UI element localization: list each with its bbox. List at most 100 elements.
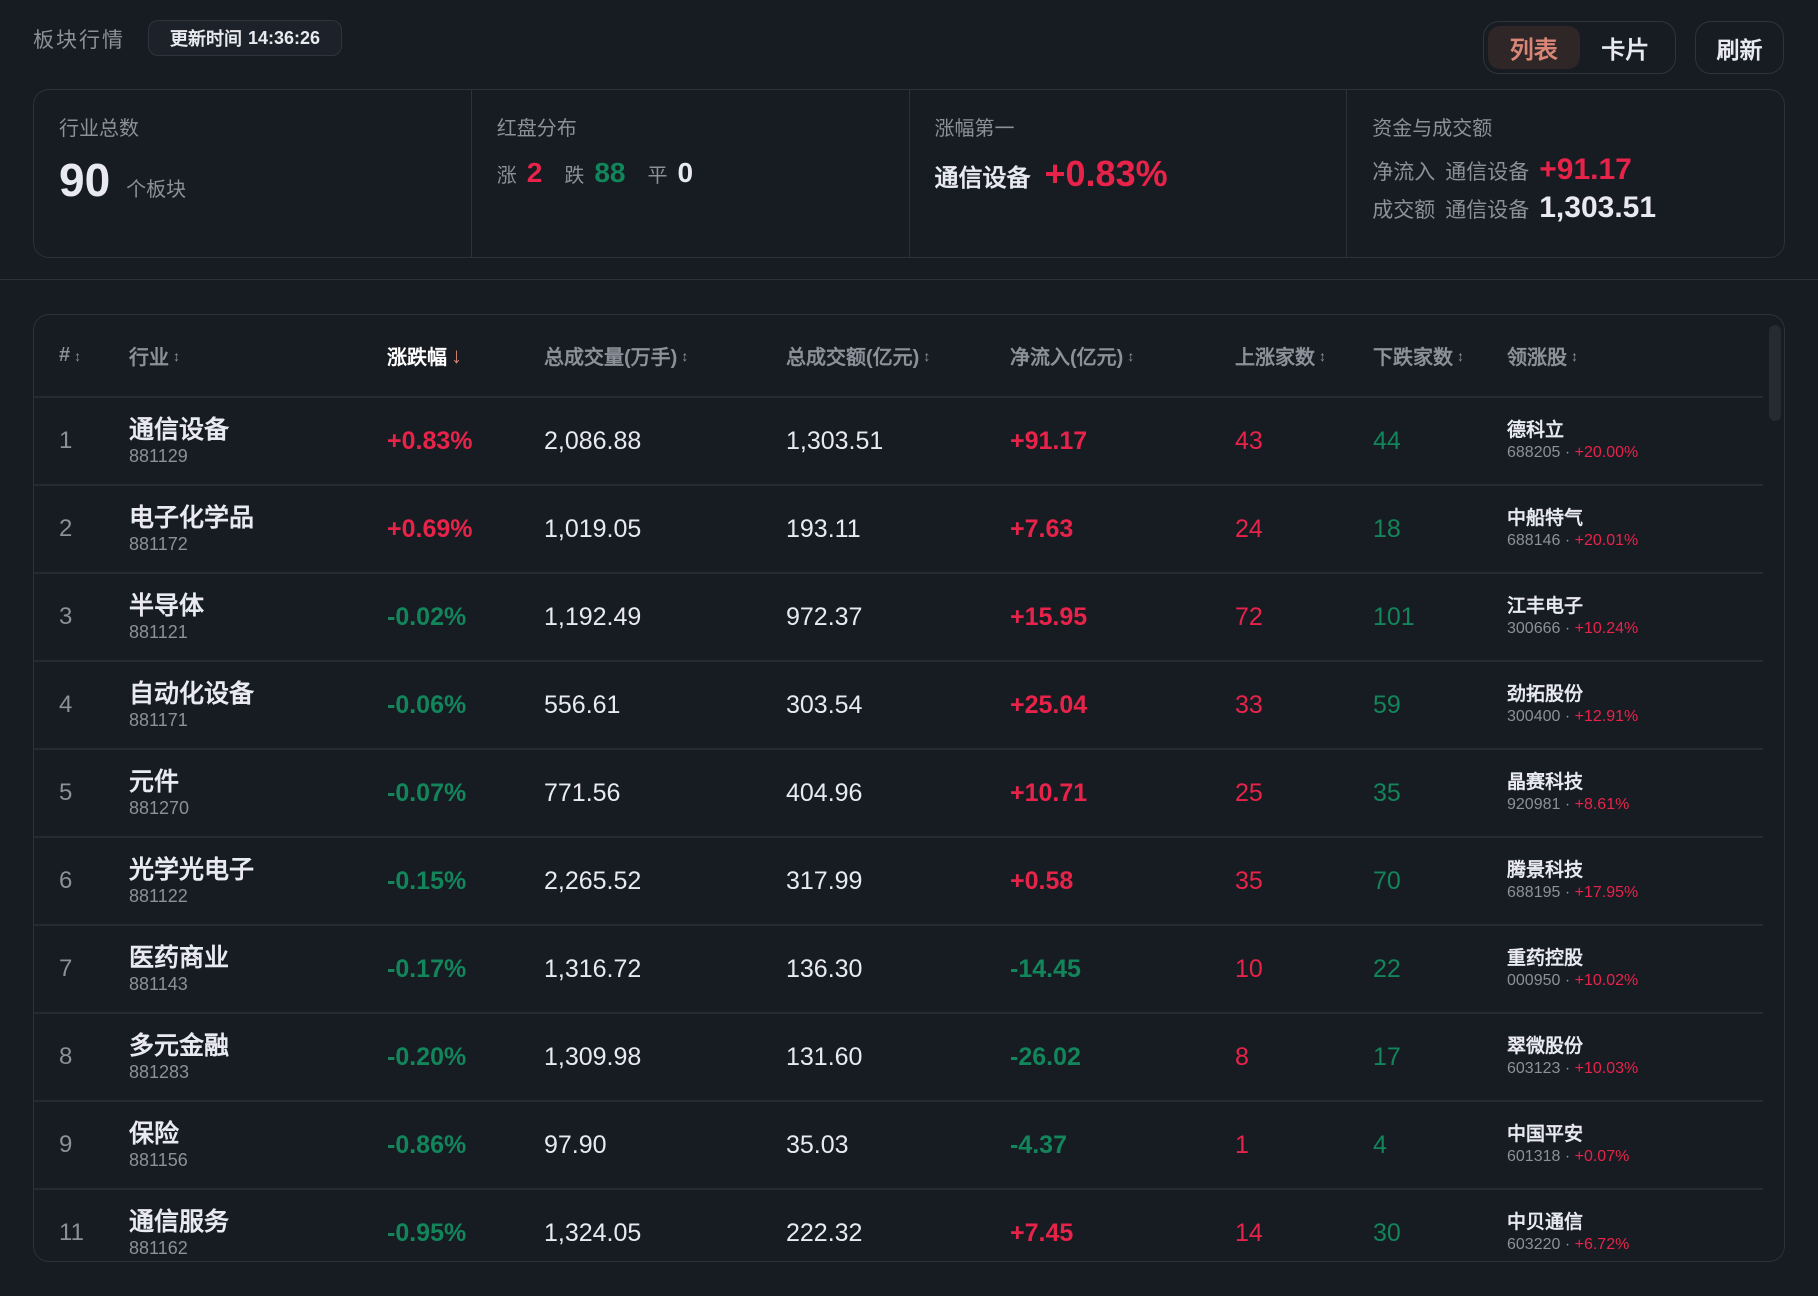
leader-name[interactable]: 中国平安: [1507, 1124, 1584, 1145]
col-down-header[interactable]: 下跌家数 ↕: [1373, 315, 1464, 396]
table-row[interactable]: 7 医药商业 881143 -0.17% 1,316.72 136.30 -14.…: [34, 926, 1763, 1014]
view-list-button[interactable]: 列表: [1488, 26, 1580, 69]
down-count: 88: [594, 157, 626, 188]
table-row[interactable]: 5 元件 881270 -0.07% 771.56 404.96 +10.71 2…: [34, 750, 1763, 838]
view-toggle: 列表 卡片: [1483, 21, 1676, 74]
table-row[interactable]: 1 通信设备 881129 +0.83% 2,086.88 1,303.51 +9…: [34, 398, 1763, 486]
up-count: 14: [1235, 1218, 1263, 1247]
industry-code: 881283: [129, 1062, 190, 1082]
table-row[interactable]: 6 光学光电子 881122 -0.15% 2,265.52 317.99 +0.…: [34, 838, 1763, 926]
down-count: 17: [1373, 1042, 1401, 1071]
leader-code: 300666: [1507, 620, 1561, 637]
refresh-button[interactable]: 刷新: [1695, 21, 1784, 74]
volume: 2,265.52: [544, 866, 642, 895]
rank: 6: [59, 867, 73, 894]
amount: 131.60: [786, 1042, 863, 1071]
rank: 4: [59, 691, 73, 718]
table-row[interactable]: 9 保险 881156 -0.86% 97.90 35.03 -4.37 1 4 …: [34, 1102, 1763, 1190]
industry-code: 881122: [129, 886, 188, 906]
industry-code: 881129: [129, 446, 188, 466]
view-card-button[interactable]: 卡片: [1601, 37, 1650, 64]
industry-code: 881162: [129, 1238, 188, 1258]
table-row[interactable]: 11 通信服务 881162 -0.95% 1,324.05 222.32 +7.…: [34, 1190, 1763, 1261]
table-row[interactable]: 3 半导体 881121 -0.02% 1,192.49 972.37 +15.9…: [34, 574, 1763, 662]
volume: 1,192.49: [544, 602, 642, 631]
change: -0.07%: [387, 778, 467, 807]
leader-name[interactable]: 晶赛科技: [1507, 772, 1584, 793]
amount: 303.54: [786, 690, 863, 719]
col-volume-header[interactable]: 总成交量(万手) ↕: [544, 315, 688, 396]
summary-total: 行业总数 90 个板块: [34, 90, 472, 257]
down-count: 22: [1373, 954, 1401, 983]
industry-name: 光学光电子: [129, 856, 255, 884]
header-label: #: [59, 344, 71, 366]
col-up-header[interactable]: 上涨家数 ↕: [1235, 315, 1326, 396]
industry-name: 电子化学品: [129, 504, 255, 532]
leader-change: +17.95%: [1574, 884, 1639, 901]
flat-count: 0: [677, 157, 694, 188]
top-gainer-name: 通信设备: [934, 165, 1031, 192]
industry-code: 881156: [129, 1150, 188, 1170]
scrollbar[interactable]: [1769, 325, 1781, 421]
up-count: 72: [1235, 602, 1263, 631]
amount-label: 成交额: [1372, 199, 1436, 222]
leader-name[interactable]: 中船特气: [1507, 508, 1584, 529]
rank: 1: [59, 427, 73, 454]
volume: 771.56: [544, 778, 621, 807]
table-row[interactable]: 2 电子化学品 881172 +0.69% 1,019.05 193.11 +7.…: [34, 486, 1763, 574]
col-leader-header[interactable]: 领涨股 ↕: [1507, 315, 1578, 396]
leader-name[interactable]: 德科立: [1507, 420, 1565, 441]
volume: 1,019.05: [544, 514, 642, 543]
col-amount-header[interactable]: 总成交额(亿元) ↕: [786, 315, 930, 396]
summary-card: 行业总数 90 个板块 红盘分布 涨 2 跌 88 平 0 涨幅第一 通信设备 +…: [33, 89, 1785, 258]
leader-change: +20.01%: [1574, 532, 1639, 549]
table-header: # ↕ 行业 ↕ 涨跌幅 ↓ 总成交量(万手) ↕ 总成交额(亿元) ↕ 净流入(亿元) ↕ 上涨家数 ↕…: [34, 315, 1763, 398]
up-label: 涨: [496, 165, 517, 187]
total-label: 行业总数: [59, 118, 139, 140]
industry-name: 元件: [129, 768, 180, 796]
funds-label: 资金与成交额: [1372, 118, 1493, 140]
leader-name[interactable]: 劲拓股份: [1507, 684, 1584, 705]
leader-code: 688146: [1507, 532, 1561, 549]
down-count: 44: [1373, 426, 1401, 455]
amount: 317.99: [786, 866, 863, 895]
col-inflow-header[interactable]: 净流入(亿元) ↕: [1010, 315, 1134, 396]
leader-name[interactable]: 江丰电子: [1507, 596, 1584, 617]
col-industry-header[interactable]: 行业 ↕: [129, 315, 180, 396]
col-rank-header[interactable]: # ↕: [59, 315, 81, 396]
change: -0.95%: [387, 1218, 467, 1247]
industry-name: 通信设备: [129, 416, 230, 444]
col-change-header[interactable]: 涨跌幅 ↓: [387, 315, 462, 396]
sort-icon: ↕: [1571, 347, 1578, 364]
up-count: 33: [1235, 690, 1263, 719]
inflow-label: 净流入: [1372, 161, 1436, 184]
up-count: 35: [1235, 866, 1263, 895]
volume: 1,309.98: [544, 1042, 642, 1071]
update-time: 14:36:26: [247, 27, 321, 48]
leader-change: +10.03%: [1574, 1060, 1639, 1077]
inflow: -26.02: [1010, 1042, 1081, 1071]
table-row[interactable]: 4 自动化设备 881171 -0.06% 556.61 303.54 +25.0…: [34, 662, 1763, 750]
leader-name[interactable]: 重药控股: [1507, 948, 1584, 969]
rank: 5: [59, 779, 73, 806]
industry-name: 多元金融: [129, 1032, 230, 1060]
amount-value: 1,303.51: [1539, 191, 1657, 224]
header-label: 总成交量(万手): [544, 347, 678, 369]
down-count: 101: [1373, 602, 1415, 631]
leader-name[interactable]: 腾景科技: [1507, 860, 1584, 881]
industry-name: 保险: [129, 1120, 180, 1148]
rank: 3: [59, 603, 73, 630]
rank: 7: [59, 955, 73, 982]
change: +0.83%: [387, 426, 473, 455]
header-label: 涨跌幅: [387, 347, 447, 369]
leader-name[interactable]: 翠微股份: [1507, 1036, 1584, 1057]
sort-icon: ↕: [681, 347, 689, 364]
rank: 9: [59, 1131, 73, 1158]
total-unit: 个板块: [126, 179, 187, 201]
rank: 8: [59, 1043, 73, 1070]
leader-change: +12.91%: [1574, 708, 1639, 725]
table-row[interactable]: 8 多元金融 881283 -0.20% 1,309.98 131.60 -26.…: [34, 1014, 1763, 1102]
industry-name: 自动化设备: [129, 680, 255, 708]
leader-name[interactable]: 中贝通信: [1507, 1212, 1584, 1233]
header-label: 领涨股: [1507, 347, 1567, 369]
